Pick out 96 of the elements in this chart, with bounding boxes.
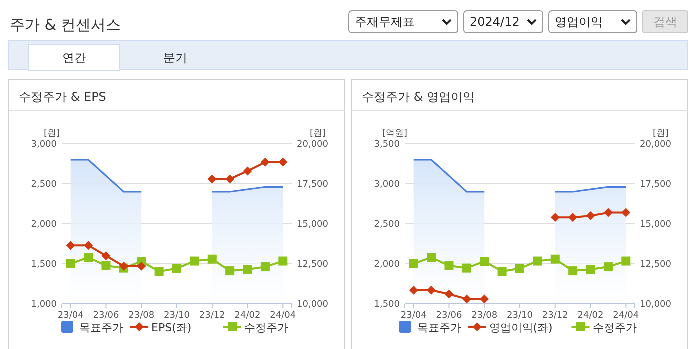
text: 주재무제표	[355, 15, 415, 29]
legend-label: EPS(좌)	[152, 322, 192, 334]
x-tick-label: 24/02	[234, 311, 261, 321]
y-axis-title: [억원]	[382, 129, 408, 139]
y2-axis-title: [원]	[652, 129, 670, 139]
x-tick-label: 23/06	[93, 311, 120, 321]
text: 주가 & 컨센서스	[10, 16, 122, 34]
point	[208, 174, 217, 184]
point	[260, 262, 270, 272]
point	[190, 256, 200, 266]
x-tick-label: 23/06	[436, 311, 462, 321]
point	[480, 294, 490, 304]
y2-axis-title: [원]	[310, 129, 326, 139]
point	[278, 158, 288, 167]
y-tick-label: 2,500	[31, 180, 58, 190]
y2-tick-label: 10,000	[640, 300, 672, 310]
x-tick-label: 23/04	[400, 311, 428, 321]
point	[586, 265, 596, 274]
chart-title: 수정주가 & EPS	[19, 90, 106, 104]
y-tick-label: 3,500	[374, 140, 400, 150]
point	[84, 253, 94, 262]
legend-label: 수정주가	[244, 322, 288, 334]
point	[568, 266, 578, 276]
point	[480, 257, 490, 266]
y-tick-label: 2,000	[31, 220, 58, 230]
y2-tick-label: 12,500	[640, 260, 672, 270]
x-tick-label: 24/04	[270, 311, 296, 321]
point	[278, 256, 288, 266]
x-tick-label: 23/12	[199, 311, 226, 321]
text: 2024/12	[470, 15, 520, 29]
point	[84, 241, 94, 250]
point	[444, 290, 454, 299]
y-tick-label: 3,000	[374, 180, 400, 190]
legend-label: 수정주가	[592, 322, 637, 334]
point	[226, 174, 235, 184]
y-tick-label: 2,000	[374, 260, 400, 270]
y-tick-label: 1,500	[374, 300, 400, 310]
point	[427, 286, 436, 295]
y-tick-label: 2,500	[374, 220, 400, 230]
point	[550, 213, 560, 222]
point	[102, 261, 111, 270]
y2-tick-label: 17,500	[297, 180, 329, 190]
point	[444, 261, 454, 270]
text: 영업이익	[555, 15, 603, 29]
point	[260, 158, 270, 167]
text: 연간	[62, 51, 86, 65]
point	[409, 260, 418, 268]
point	[427, 253, 436, 262]
x-tick-label: 24/02	[578, 311, 604, 321]
point	[154, 267, 164, 276]
y2-tick-label: 15,000	[297, 220, 329, 230]
text: 검색	[654, 15, 678, 29]
point	[462, 294, 472, 304]
y2-tick-label: 12,500	[297, 260, 329, 270]
point	[243, 265, 252, 274]
y-tick-label: 1,500	[31, 260, 58, 270]
y2-tick-label: 20,000	[297, 140, 329, 150]
point	[208, 254, 217, 264]
point	[137, 262, 146, 271]
x-tick-label: 23/04	[58, 311, 84, 321]
point	[533, 256, 542, 266]
y-tick-label: 1,000	[31, 300, 58, 310]
x-tick-label: 23/10	[507, 311, 534, 321]
point	[243, 166, 252, 176]
point	[66, 260, 76, 268]
point	[462, 264, 472, 273]
point	[102, 252, 111, 260]
point	[622, 208, 631, 218]
x-tick-label: 23/08	[472, 311, 498, 321]
chart-title: 수정주가 & 영업이익	[362, 90, 475, 104]
x-tick-label: 23/08	[128, 311, 155, 321]
point	[516, 264, 524, 274]
legend-label: 영업이익(좌)	[489, 322, 553, 334]
point	[604, 262, 613, 272]
y2-tick-label: 17,500	[640, 180, 672, 190]
y2-tick-label: 20,000	[640, 140, 672, 150]
point	[172, 264, 182, 274]
point	[586, 212, 596, 220]
y2-tick-label: 15,000	[640, 220, 672, 230]
point	[550, 254, 560, 264]
y2-tick-label: 10,000	[297, 300, 329, 310]
y-axis-title: [원]	[44, 129, 60, 139]
point	[604, 208, 613, 218]
point	[226, 266, 235, 276]
x-tick-label: 23/10	[164, 311, 190, 321]
point	[66, 241, 76, 250]
point	[498, 267, 507, 276]
x-tick-label: 23/12	[542, 311, 568, 321]
point	[568, 213, 578, 222]
point	[622, 256, 631, 266]
y-tick-label: 3,000	[31, 140, 58, 150]
text: 분기	[164, 51, 188, 65]
legend-label: 목표주가	[80, 322, 124, 334]
x-tick-label: 24/04	[613, 311, 640, 321]
legend-label: 목표주가	[417, 322, 462, 334]
point	[409, 286, 418, 295]
